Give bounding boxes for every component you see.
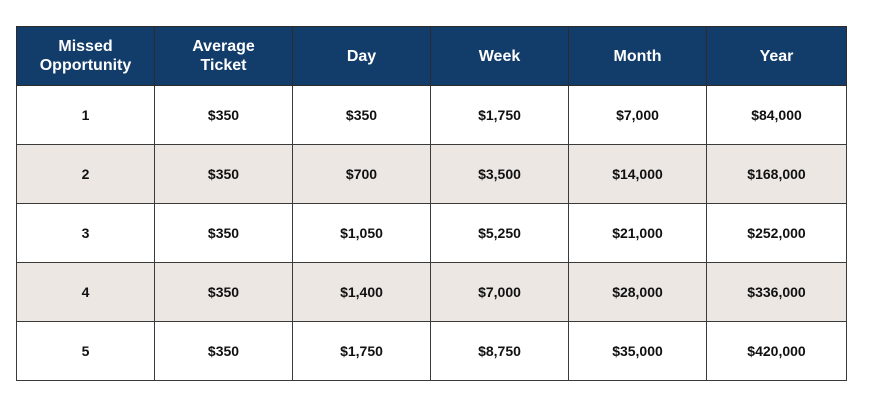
header-month: Month bbox=[568, 26, 707, 86]
table-body: 1 $350 $350 $1,750 $7,000 $84,000 2 $350… bbox=[16, 85, 847, 381]
table-row: 4 $350 $1,400 $7,000 $28,000 $336,000 bbox=[16, 262, 847, 322]
cell-day: $1,050 bbox=[292, 203, 431, 263]
cell-month: $21,000 bbox=[568, 203, 707, 263]
cell-week: $3,500 bbox=[430, 144, 569, 204]
cell-year: $420,000 bbox=[706, 321, 847, 381]
header-week: Week bbox=[430, 26, 569, 86]
cell-ticket: $350 bbox=[154, 85, 293, 145]
header-missed-line-1: Missed bbox=[58, 38, 113, 55]
table-row: 1 $350 $350 $1,750 $7,000 $84,000 bbox=[16, 85, 847, 145]
cell-day: $700 bbox=[292, 144, 431, 204]
table-row: 2 $350 $700 $3,500 $14,000 $168,000 bbox=[16, 144, 847, 204]
cell-day: $350 bbox=[292, 85, 431, 145]
header-year: Year bbox=[706, 26, 847, 86]
cell-month: $28,000 bbox=[568, 262, 707, 322]
cell-missed: 1 bbox=[16, 85, 155, 145]
header-average-ticket: Average Ticket bbox=[154, 26, 293, 86]
header-missed-opportunity: Missed Opportunity bbox=[16, 26, 155, 86]
cell-ticket: $350 bbox=[154, 203, 293, 263]
cell-month: $7,000 bbox=[568, 85, 707, 145]
cell-ticket: $350 bbox=[154, 144, 293, 204]
cell-week: $7,000 bbox=[430, 262, 569, 322]
cell-missed: 4 bbox=[16, 262, 155, 322]
header-ticket-line-1: Average bbox=[192, 38, 255, 55]
cell-ticket: $350 bbox=[154, 321, 293, 381]
table-row: 5 $350 $1,750 $8,750 $35,000 $420,000 bbox=[16, 321, 847, 381]
cell-week: $1,750 bbox=[430, 85, 569, 145]
cell-missed: 5 bbox=[16, 321, 155, 381]
cell-year: $336,000 bbox=[706, 262, 847, 322]
table-header: Missed Opportunity Average Ticket Day We… bbox=[16, 26, 847, 86]
cell-year: $84,000 bbox=[706, 85, 847, 145]
cell-month: $14,000 bbox=[568, 144, 707, 204]
cell-ticket: $350 bbox=[154, 262, 293, 322]
header-ticket-line-2: Ticket bbox=[200, 57, 247, 74]
table-row: 3 $350 $1,050 $5,250 $21,000 $252,000 bbox=[16, 203, 847, 263]
cell-week: $8,750 bbox=[430, 321, 569, 381]
cell-month: $35,000 bbox=[568, 321, 707, 381]
header-missed-line-2: Opportunity bbox=[39, 57, 132, 74]
cell-week: $5,250 bbox=[430, 203, 569, 263]
missed-opportunity-table: Missed Opportunity Average Ticket Day We… bbox=[16, 26, 847, 381]
cell-year: $168,000 bbox=[706, 144, 847, 204]
cell-year: $252,000 bbox=[706, 203, 847, 263]
header-day: Day bbox=[292, 26, 431, 86]
cell-missed: 3 bbox=[16, 203, 155, 263]
header-row: Missed Opportunity Average Ticket Day We… bbox=[16, 26, 847, 86]
cell-day: $1,750 bbox=[292, 321, 431, 381]
revenue-table-container: Missed Opportunity Average Ticket Day We… bbox=[16, 26, 847, 381]
cell-day: $1,400 bbox=[292, 262, 431, 322]
cell-missed: 2 bbox=[16, 144, 155, 204]
